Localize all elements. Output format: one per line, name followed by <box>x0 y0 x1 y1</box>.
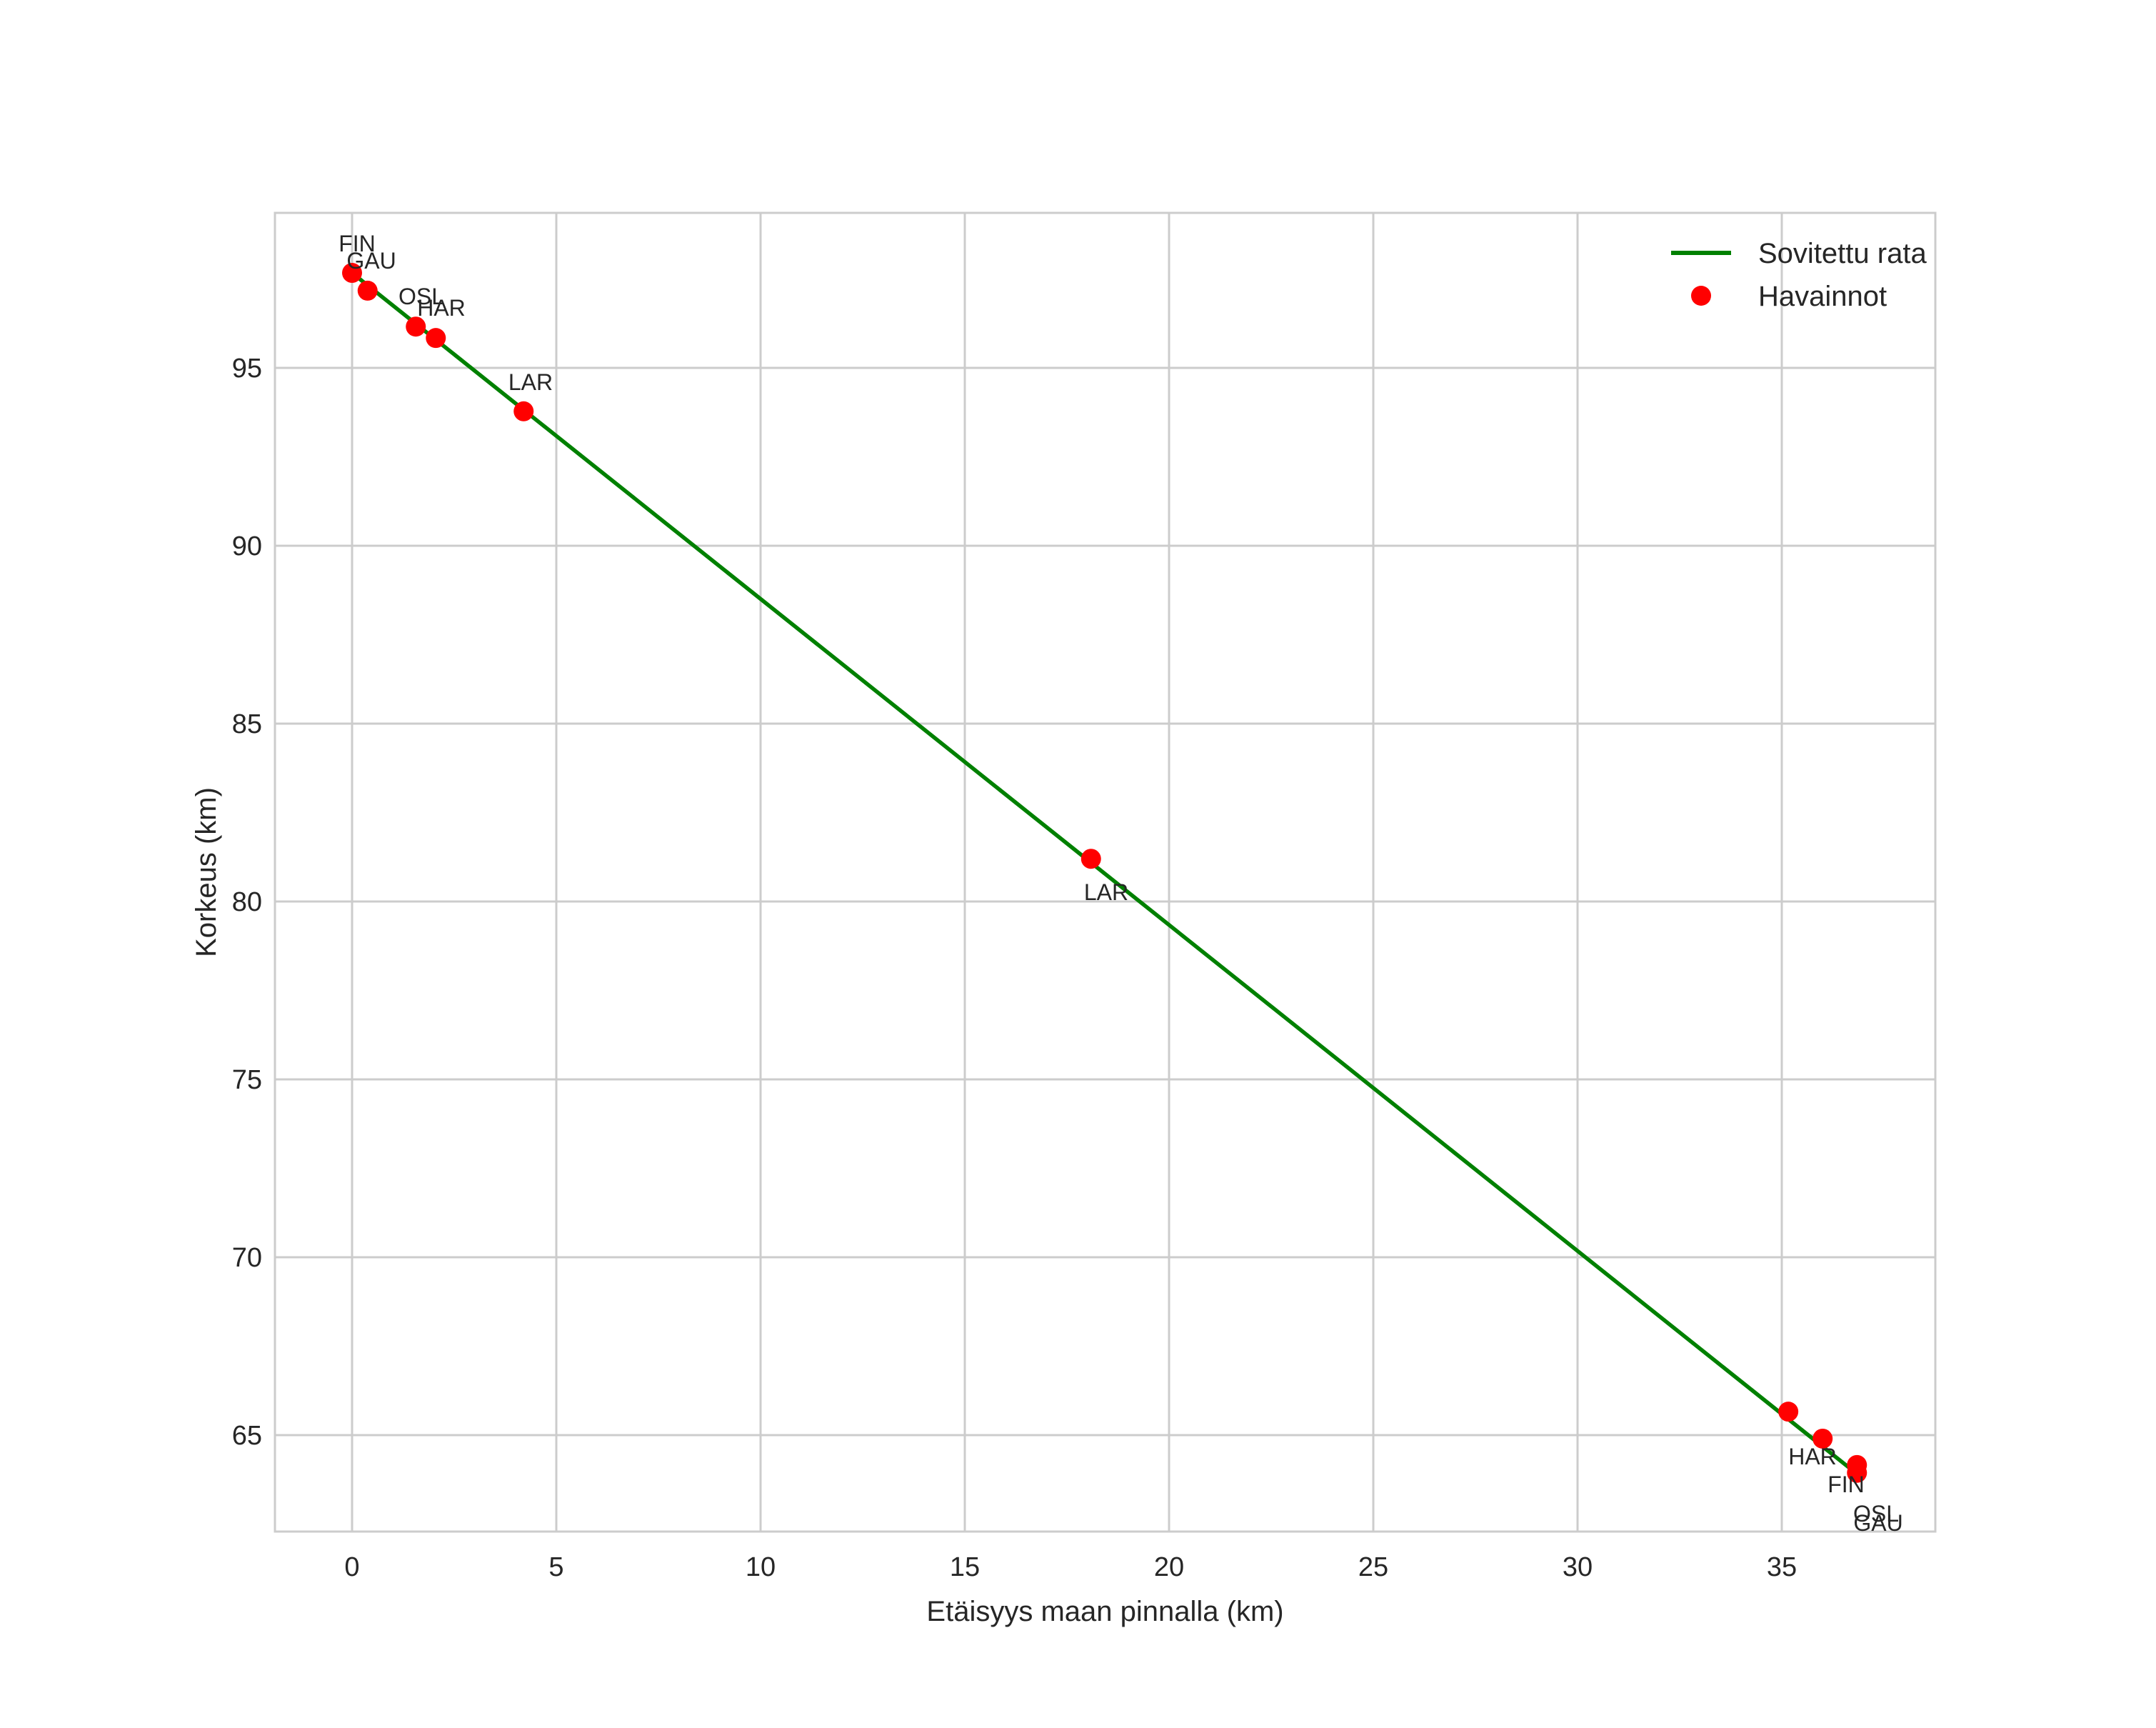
observation-marker <box>513 401 534 421</box>
y-axis-label: Korkeus (km) <box>191 787 222 957</box>
y-tick-label: 75 <box>232 1065 262 1095</box>
station-label: OSL <box>1853 1501 1899 1527</box>
observation-marker <box>1812 1428 1833 1449</box>
plot-frame <box>274 211 1937 1533</box>
observation-marker <box>406 316 426 337</box>
y-axis-ticks: 65 70 75 80 85 90 95 <box>232 354 262 1451</box>
station-label: GAU <box>346 248 396 274</box>
x-tick-label: 10 <box>746 1552 776 1582</box>
y-tick-label: 65 <box>232 1421 262 1451</box>
x-axis-ticks: 0 5 10 15 20 25 30 35 <box>344 1552 1797 1582</box>
x-tick-label: 0 <box>344 1552 359 1582</box>
fitted-trajectory-line <box>351 271 1859 1476</box>
station-label: GAU <box>1853 1510 1902 1536</box>
x-tick-label: 35 <box>1767 1552 1797 1582</box>
grid-lines <box>275 213 1935 1532</box>
station-label: HAR <box>417 295 466 321</box>
y-tick-label: 85 <box>232 709 262 739</box>
observation-points <box>342 263 1867 1483</box>
x-axis-label: Etäisyys maan pinnalla (km) <box>926 1596 1283 1627</box>
observation-marker <box>342 263 362 284</box>
station-label: OSL <box>398 284 444 309</box>
observation-marker <box>357 280 378 301</box>
x-tick-label: 5 <box>548 1552 563 1582</box>
station-label: FIN <box>339 231 376 256</box>
x-tick-label: 25 <box>1358 1552 1388 1582</box>
legend-marker-observations <box>1691 286 1711 306</box>
legend-label-fitted: Sovitettu rata <box>1758 238 1927 269</box>
observation-marker <box>1080 849 1101 869</box>
legend: Sovitettu rata Havainnot <box>1671 238 1927 312</box>
y-tick-label: 70 <box>232 1243 262 1273</box>
observation-marker <box>1778 1402 1799 1422</box>
y-tick-label: 95 <box>232 354 262 384</box>
y-tick-label: 80 <box>232 887 262 917</box>
trajectory-line <box>351 271 1859 1476</box>
station-label: HAR <box>1788 1444 1837 1469</box>
x-tick-label: 30 <box>1563 1552 1593 1582</box>
y-tick-label: 90 <box>232 531 262 561</box>
observation-marker <box>426 328 446 349</box>
station-label: LAR <box>1084 879 1128 905</box>
legend-label-observations: Havainnot <box>1758 281 1887 312</box>
x-tick-label: 20 <box>1154 1552 1184 1582</box>
observation-marker <box>1847 1462 1867 1483</box>
station-label: LAR <box>508 369 553 395</box>
station-label: FIN <box>1827 1472 1865 1497</box>
x-tick-label: 15 <box>950 1552 980 1582</box>
